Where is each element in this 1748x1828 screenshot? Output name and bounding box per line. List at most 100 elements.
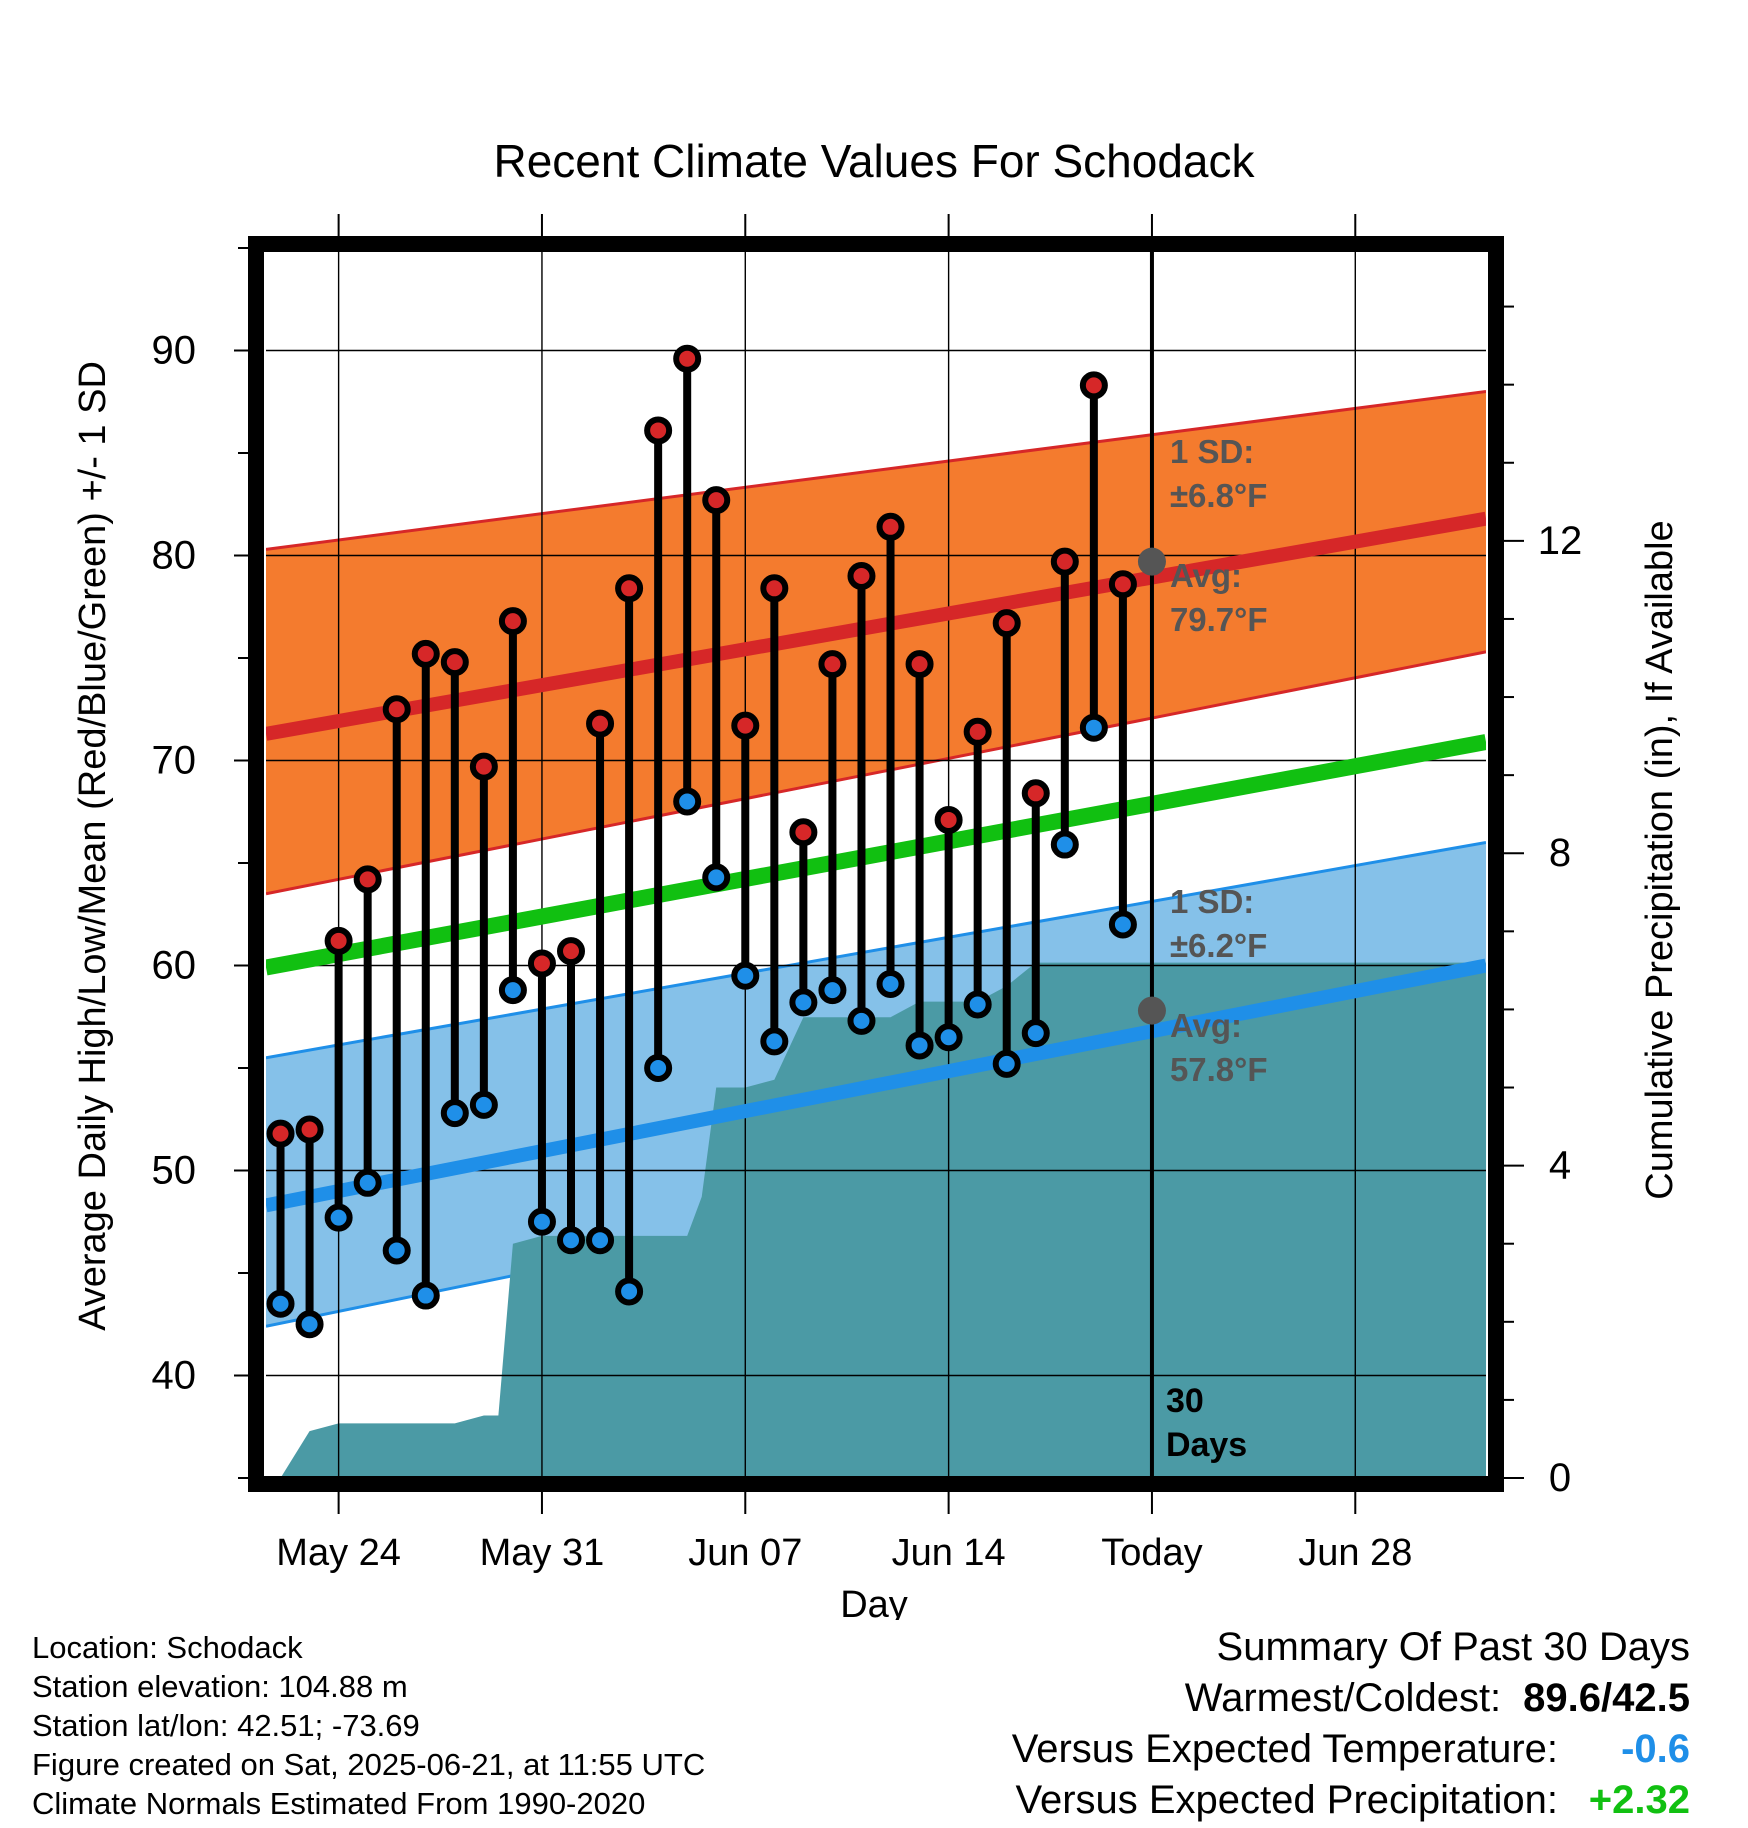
warmest-value: 89.6/42.5 (1523, 1676, 1690, 1720)
low-point (469, 1090, 498, 1119)
high-point (440, 648, 469, 677)
high-point (353, 865, 382, 894)
high-point (1050, 547, 1079, 576)
high-avg-point (1137, 547, 1166, 576)
x-axis-label: Day (840, 1584, 908, 1620)
low-point (876, 969, 905, 998)
low-point (615, 1277, 644, 1306)
low-point (905, 1031, 934, 1060)
x-tick-label: Today (1101, 1532, 1202, 1574)
low-point (586, 1226, 615, 1255)
low-avg-value: 57.8°F (1170, 1051, 1268, 1088)
location-text: Location: Schodack (32, 1630, 303, 1665)
days-number: 30 (1166, 1382, 1204, 1420)
low-point (1079, 713, 1108, 742)
high-point (557, 937, 585, 966)
y-tick-label: 80 (152, 534, 197, 578)
low-avg-label: Avg: (1170, 1007, 1242, 1044)
low-point (353, 1168, 382, 1197)
high-point (1079, 371, 1108, 400)
high-point (905, 650, 934, 679)
precip-area (266, 962, 1486, 1478)
low-point (557, 1226, 585, 1255)
y2-tick-label: 12 (1538, 519, 1583, 563)
temp-value: -0.6 (1621, 1727, 1690, 1771)
high-sd-label: 1 SD: (1170, 433, 1254, 470)
x-tick-label: Jun 14 (892, 1532, 1006, 1574)
low-point (673, 787, 702, 816)
high-avg-line (266, 511, 1486, 741)
precip-value: +2.32 (1588, 1778, 1690, 1822)
high-point (295, 1115, 324, 1144)
station-info: Location: Schodack Station elevation: 10… (32, 1628, 705, 1823)
high-point (876, 512, 905, 541)
high-point (1021, 779, 1050, 808)
high-point (644, 416, 673, 445)
low-point (731, 961, 760, 990)
low-point (1021, 1019, 1050, 1048)
high-point (615, 574, 644, 603)
mean-avg-line (266, 734, 1486, 976)
high-point (411, 639, 440, 668)
high-point (1108, 570, 1137, 599)
y-tick-label: 70 (152, 739, 197, 783)
y2-tick-label: 8 (1549, 831, 1571, 875)
high-lower-edge (266, 650, 1486, 896)
low-point (702, 863, 731, 892)
low-point (818, 976, 847, 1005)
low-point (963, 990, 992, 1019)
low-upper-edge (266, 841, 1486, 1060)
created-text: Figure created on Sat, 2025-06-21, at 11… (32, 1747, 706, 1782)
high-point (760, 574, 789, 603)
high-point (382, 695, 411, 724)
y-tick-label: 40 (152, 1354, 197, 1398)
low-point (934, 1023, 963, 1052)
low-point (1050, 830, 1079, 859)
low-point (266, 1289, 295, 1318)
precip-row: Versus Expected Precipitation: +2.32 (1012, 1775, 1690, 1826)
high-point (934, 805, 963, 834)
low-point (992, 1049, 1021, 1078)
low-avg-point (1137, 996, 1166, 1025)
low-point (789, 988, 818, 1017)
high-sd-value: ±6.8°F (1170, 477, 1267, 514)
y2-tick-label: 0 (1549, 1456, 1571, 1500)
high-point (673, 344, 702, 373)
latlon-text: Station lat/lon: 42.51; -73.69 (32, 1708, 420, 1743)
y2-tick-label: 4 (1549, 1144, 1571, 1188)
high-point (527, 949, 556, 978)
x-tick-label: Jun 07 (688, 1532, 802, 1574)
days-word: Days (1166, 1426, 1247, 1464)
low-point (644, 1054, 673, 1082)
x-tick-label: Jun 28 (1298, 1532, 1412, 1574)
high-point (789, 818, 818, 847)
low-point (295, 1310, 324, 1339)
summary-panel: Summary Of Past 30 Days Warmest/Coldest:… (1012, 1622, 1690, 1826)
high-point (266, 1119, 295, 1148)
y2-axis-label: Cumulative Precipitation (in), If Availa… (1639, 520, 1681, 1199)
low-avg-line (266, 958, 1486, 1213)
x-tick-label: May 31 (480, 1532, 605, 1574)
low-sd-label: 1 SD: (1170, 883, 1254, 920)
y-tick-label: 90 (152, 329, 197, 373)
low-point (847, 1006, 876, 1035)
high-point (586, 709, 615, 738)
warmest-label: Warmest/Coldest: (1184, 1676, 1502, 1720)
chart-title: Recent Climate Values For Schodack (493, 135, 1255, 187)
y-tick-label: 60 (152, 944, 197, 988)
plot-area: 1 SD: ±6.8°F Avg: 79.7°F 1 SD: ±6.2°F Avg: 57.8… (266, 248, 1486, 1478)
high-avg-label: Avg: (1170, 557, 1242, 594)
low-point (440, 1099, 469, 1128)
high-sd-band (266, 391, 1486, 894)
climate-chart: Recent Climate Values For Schodack 1 SD:… (72, 135, 1681, 1620)
low-point (527, 1207, 556, 1236)
high-point (847, 562, 876, 590)
low-point (382, 1236, 411, 1265)
high-point (818, 650, 847, 679)
high-point (963, 717, 992, 746)
precip-label: Versus Expected Precipitation: (1015, 1778, 1558, 1822)
low-point (498, 976, 527, 1005)
high-point (702, 486, 731, 515)
high-point (469, 752, 498, 781)
summary-heading: Summary Of Past 30 Days (1216, 1625, 1690, 1669)
